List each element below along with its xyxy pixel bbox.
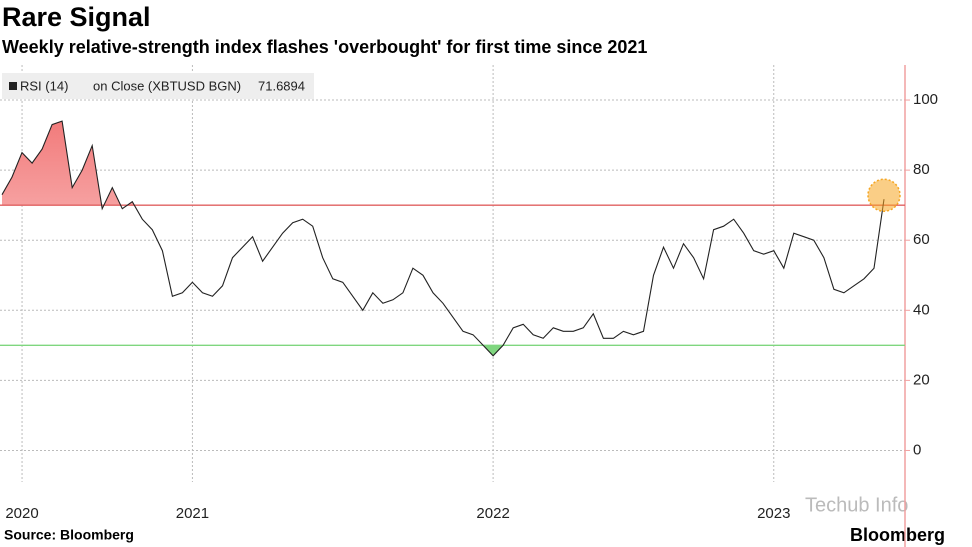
legend-swatch	[9, 82, 17, 90]
y-tick-label: 60	[913, 231, 930, 248]
y-tick-label: 40	[913, 301, 930, 318]
legend-value: 71.6894	[258, 78, 305, 93]
chart-subtitle: Weekly relative-strength index flashes '…	[2, 37, 647, 57]
y-tick-label: 0	[913, 441, 921, 458]
chart-title: Rare Signal	[2, 2, 151, 32]
y-tick-label: 100	[913, 91, 938, 108]
legend-box	[2, 73, 314, 99]
oversold-fill	[483, 345, 504, 356]
watermark: Techub Info	[805, 494, 908, 516]
rsi-line	[1, 120, 885, 357]
x-tick-label: 2022	[476, 505, 509, 522]
y-tick-label: 20	[913, 371, 930, 388]
y-tick-label: 80	[913, 161, 930, 178]
legend-label: RSI (14)	[20, 78, 68, 93]
x-tick-label: 2021	[176, 505, 209, 522]
brand: Bloomberg	[850, 525, 945, 545]
legend: RSI (14) on Close (XBTUSD BGN) 71.6894	[2, 73, 314, 99]
x-tick-label: 2023	[757, 505, 790, 522]
source: Source: Bloomberg	[4, 527, 134, 543]
overbought-fill	[2, 121, 884, 206]
highlight-marker	[867, 178, 901, 212]
legend-detail: on Close (XBTUSD BGN)	[93, 78, 241, 93]
x-tick-label: 2020	[5, 505, 38, 522]
